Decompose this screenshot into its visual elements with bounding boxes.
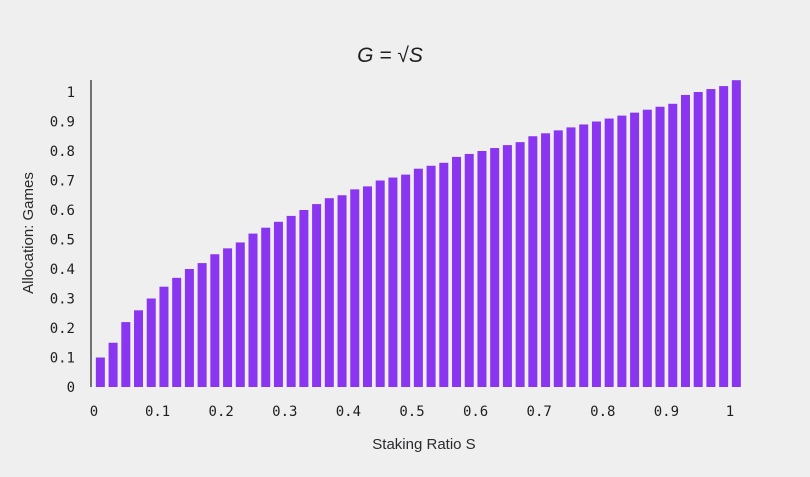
y-tick-label: 0.4 (50, 262, 75, 278)
x-tick-label: 0.7 (527, 404, 552, 420)
bar-30 (477, 151, 487, 387)
bar-18 (324, 198, 334, 387)
bar-13 (261, 227, 271, 387)
y-tick-label: 0.8 (50, 144, 75, 160)
x-tick-label: 0.1 (145, 404, 170, 420)
bar-9 (210, 254, 220, 387)
y-tick-label: 0.9 (50, 115, 75, 131)
bar-47 (693, 92, 703, 387)
bar-44 (655, 106, 665, 387)
y-tick-label: 0.6 (50, 203, 75, 219)
bar-33 (515, 142, 525, 387)
bar-3 (134, 310, 144, 387)
x-tick-label: 0.4 (336, 404, 361, 420)
bar-37 (566, 127, 576, 388)
bar-38 (579, 124, 589, 387)
bar-5 (159, 286, 169, 387)
bar-27 (439, 162, 449, 387)
bar-4 (146, 298, 156, 387)
bar-42 (630, 112, 640, 388)
bar-0 (95, 357, 105, 387)
chart-title: G = √S (357, 44, 423, 67)
x-tick-label: 1 (726, 404, 734, 420)
bar-21 (362, 186, 372, 387)
x-tick-label: 0.5 (399, 404, 424, 420)
bar-12 (248, 233, 258, 387)
bar-26 (426, 165, 436, 387)
bar-40 (604, 118, 614, 388)
bar-36 (553, 130, 563, 387)
x-axis-label: Staking Ratio S (372, 436, 475, 453)
y-tick-label: 0 (67, 380, 75, 396)
bar-45 (668, 103, 678, 388)
y-tick-label: 0.5 (50, 233, 75, 249)
bar-20 (350, 189, 360, 387)
bar-32 (502, 145, 512, 387)
bar-50 (731, 80, 741, 387)
bar-25 (413, 168, 423, 387)
x-tick-label: 0.8 (590, 404, 615, 420)
y-tick-label: 0.3 (50, 292, 75, 308)
bar-8 (197, 263, 207, 387)
bar-23 (388, 177, 398, 387)
bar-48 (706, 89, 716, 388)
x-tick-label: 0.9 (654, 404, 679, 420)
bar-31 (490, 148, 500, 387)
y-axis-label: Allocation: Games (20, 172, 37, 294)
bar-15 (286, 215, 296, 387)
bar-7 (184, 269, 194, 387)
bar-2 (121, 322, 131, 387)
bar-11 (235, 242, 245, 387)
bar-10 (223, 248, 233, 387)
bar-24 (401, 174, 411, 387)
bar-39 (591, 121, 601, 387)
bar-43 (642, 109, 652, 387)
bar-28 (452, 156, 462, 387)
bar-34 (528, 136, 538, 387)
bar-29 (464, 153, 474, 387)
bar-22 (375, 180, 385, 387)
y-tick-label: 0.7 (50, 174, 75, 190)
ticks-group: 0 0.1 0.2 0.3 0.4 0.5 0.6 0.7 0.8 0.9 1 0 0.1 0.2 0.3 0… (50, 85, 735, 420)
x-tick-label: 0 (90, 404, 98, 420)
bar-16 (299, 210, 309, 387)
bars-group (95, 80, 741, 388)
bar-35 (541, 133, 551, 387)
x-tick-label: 0.3 (272, 404, 297, 420)
bar-19 (337, 195, 347, 387)
y-tick-label: 0.2 (50, 321, 75, 337)
bar-14 (273, 221, 283, 387)
bar-6 (172, 277, 182, 387)
y-tick-label: 1 (67, 85, 75, 101)
x-tick-label: 0.2 (209, 404, 234, 420)
bar-49 (719, 86, 729, 387)
bar-17 (312, 204, 322, 387)
x-tick-label: 0.6 (463, 404, 488, 420)
bar-46 (680, 94, 690, 387)
bar-41 (617, 115, 627, 387)
bar-1 (108, 342, 118, 387)
y-tick-label: 0.1 (50, 351, 75, 367)
